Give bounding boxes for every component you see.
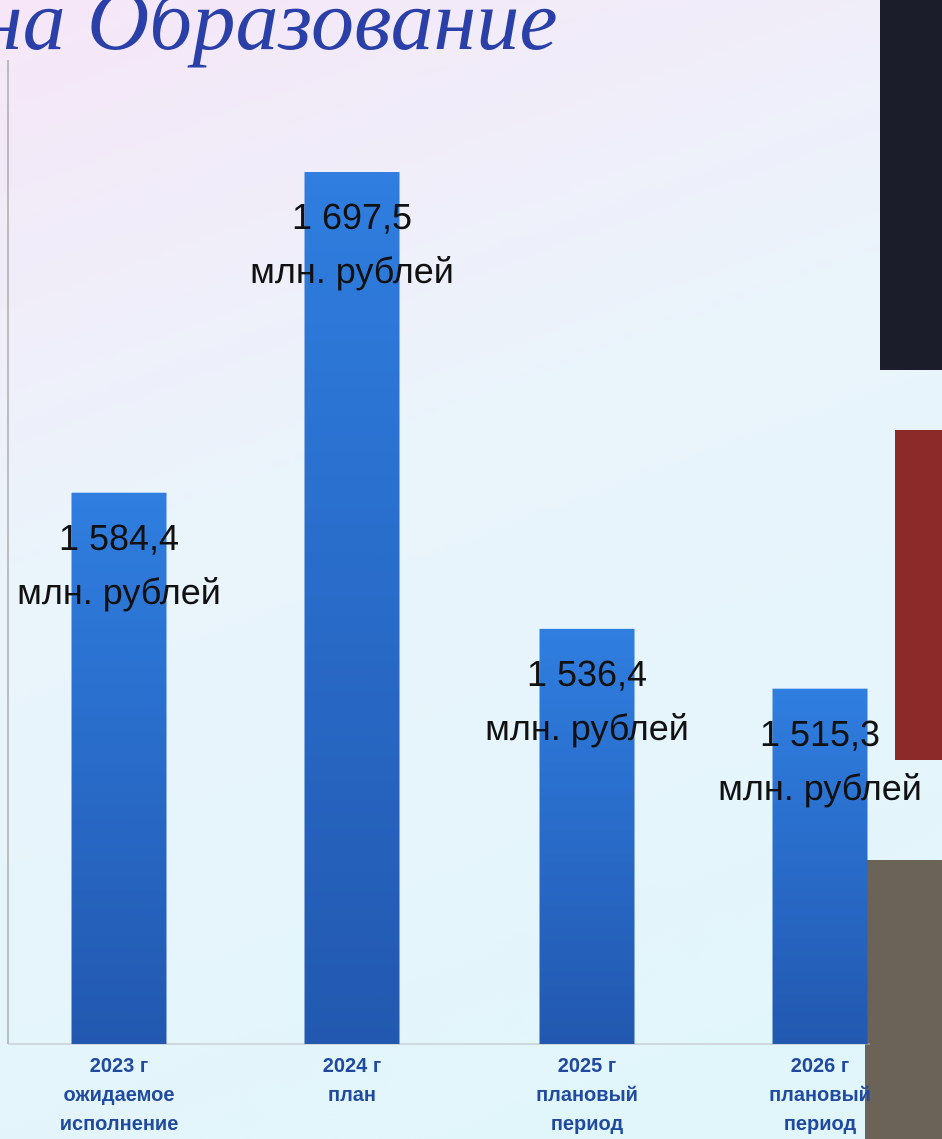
x-tick-label: 2023 г ожидаемое исполнение (19, 1052, 219, 1139)
x-tick-label: 2026 г плановый период (720, 1052, 920, 1139)
value-label: 1 584,4 млн. рублей (0, 511, 269, 619)
page: на Образование (() => { const data = JSO… (0, 0, 942, 1139)
chart-title: на Образование (0, 0, 558, 70)
photo (880, 0, 942, 370)
bar (305, 172, 400, 1044)
value-label: 1 697,5 млн. рублей (202, 190, 502, 298)
x-tick-label: 2024 г план (252, 1052, 452, 1110)
x-tick-label: 2025 г плановый период (487, 1052, 687, 1139)
value-label: 1 515,3 млн. рублей (670, 707, 942, 815)
